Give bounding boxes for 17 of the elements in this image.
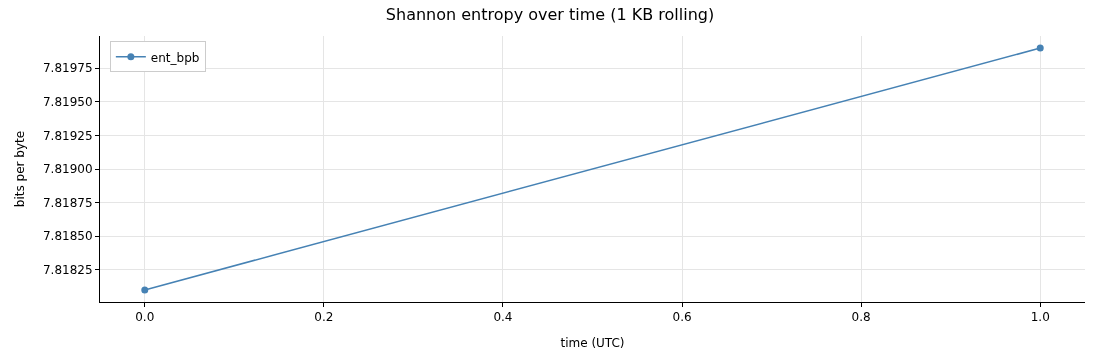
x-tick-label: 0.6 <box>672 310 692 325</box>
y-tick-label: 7.81900 <box>42 162 93 177</box>
y-tick-label: 7.81850 <box>42 229 93 244</box>
x-tick-label: 1.0 <box>1030 310 1050 325</box>
x-tick-label: 0.4 <box>493 310 513 325</box>
y-tick-label: 7.81925 <box>42 128 93 143</box>
y-tick-label: 7.81975 <box>42 61 93 76</box>
y-tick-label: 7.81825 <box>42 262 93 277</box>
y-axis-title: bits per byte <box>13 130 28 208</box>
chart-title: Shannon entropy over time (1 KB rolling) <box>385 5 715 25</box>
y-tick-label: 7.81875 <box>42 195 93 210</box>
x-tick-label: 0.0 <box>135 310 155 325</box>
x-tick-label: 0.8 <box>851 310 871 325</box>
x-axis-title: time (UTC) <box>560 336 625 351</box>
y-tick-label: 7.81950 <box>42 95 93 110</box>
legend-label: ent_bpb <box>150 50 200 65</box>
x-tick-label: 0.2 <box>314 310 334 325</box>
